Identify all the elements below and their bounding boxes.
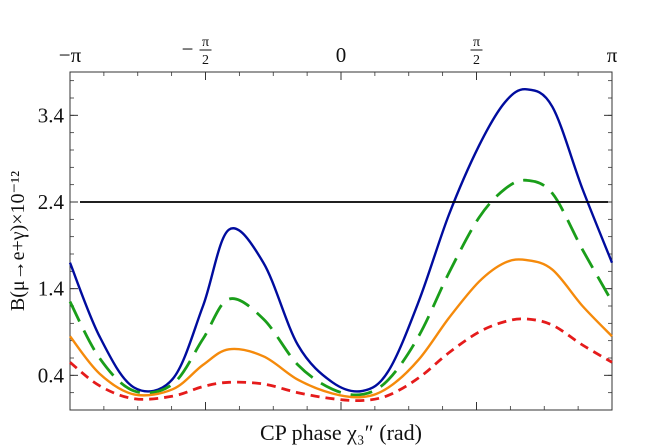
series-line-green-dashed [68,178,614,397]
x-axis-label: CP phase χ₃″ (rad) [260,420,422,445]
y-tick-label: 0.4 [38,363,65,387]
data-series [68,88,614,403]
series-line-red-dotted [69,317,613,403]
x-tick-denominator: 2 [202,53,209,68]
x-tick-fraction: − π 2 [182,35,212,68]
y-axis-ticks: 0.4 1.4 2.4 3.4 [38,80,612,394]
x-tick-numerator: π [202,35,209,50]
x-axis-top-ticks: −π − π2 0π2 π [59,35,618,410]
plot-frame [69,71,613,411]
x-tick-numerator: π [473,35,480,50]
y-axis-label: B(μ→e+γ)×10⁻¹² [7,171,29,311]
x-tick-label: 0 [336,43,347,67]
series-line-orange-solid [69,258,613,399]
series-line-blue-solid [68,88,614,393]
x-tick-label: π [607,43,618,67]
x-tick-sign: − [182,37,194,61]
y-tick-label: 1.4 [38,277,65,301]
y-tick-label: 3.4 [38,103,65,127]
y-tick-label: 2.4 [38,190,65,214]
x-tick-denominator: 2 [473,53,480,68]
plot-border [69,71,613,411]
x-tick-fraction: π2 [470,35,483,68]
x-tick-label: −π [59,43,82,67]
